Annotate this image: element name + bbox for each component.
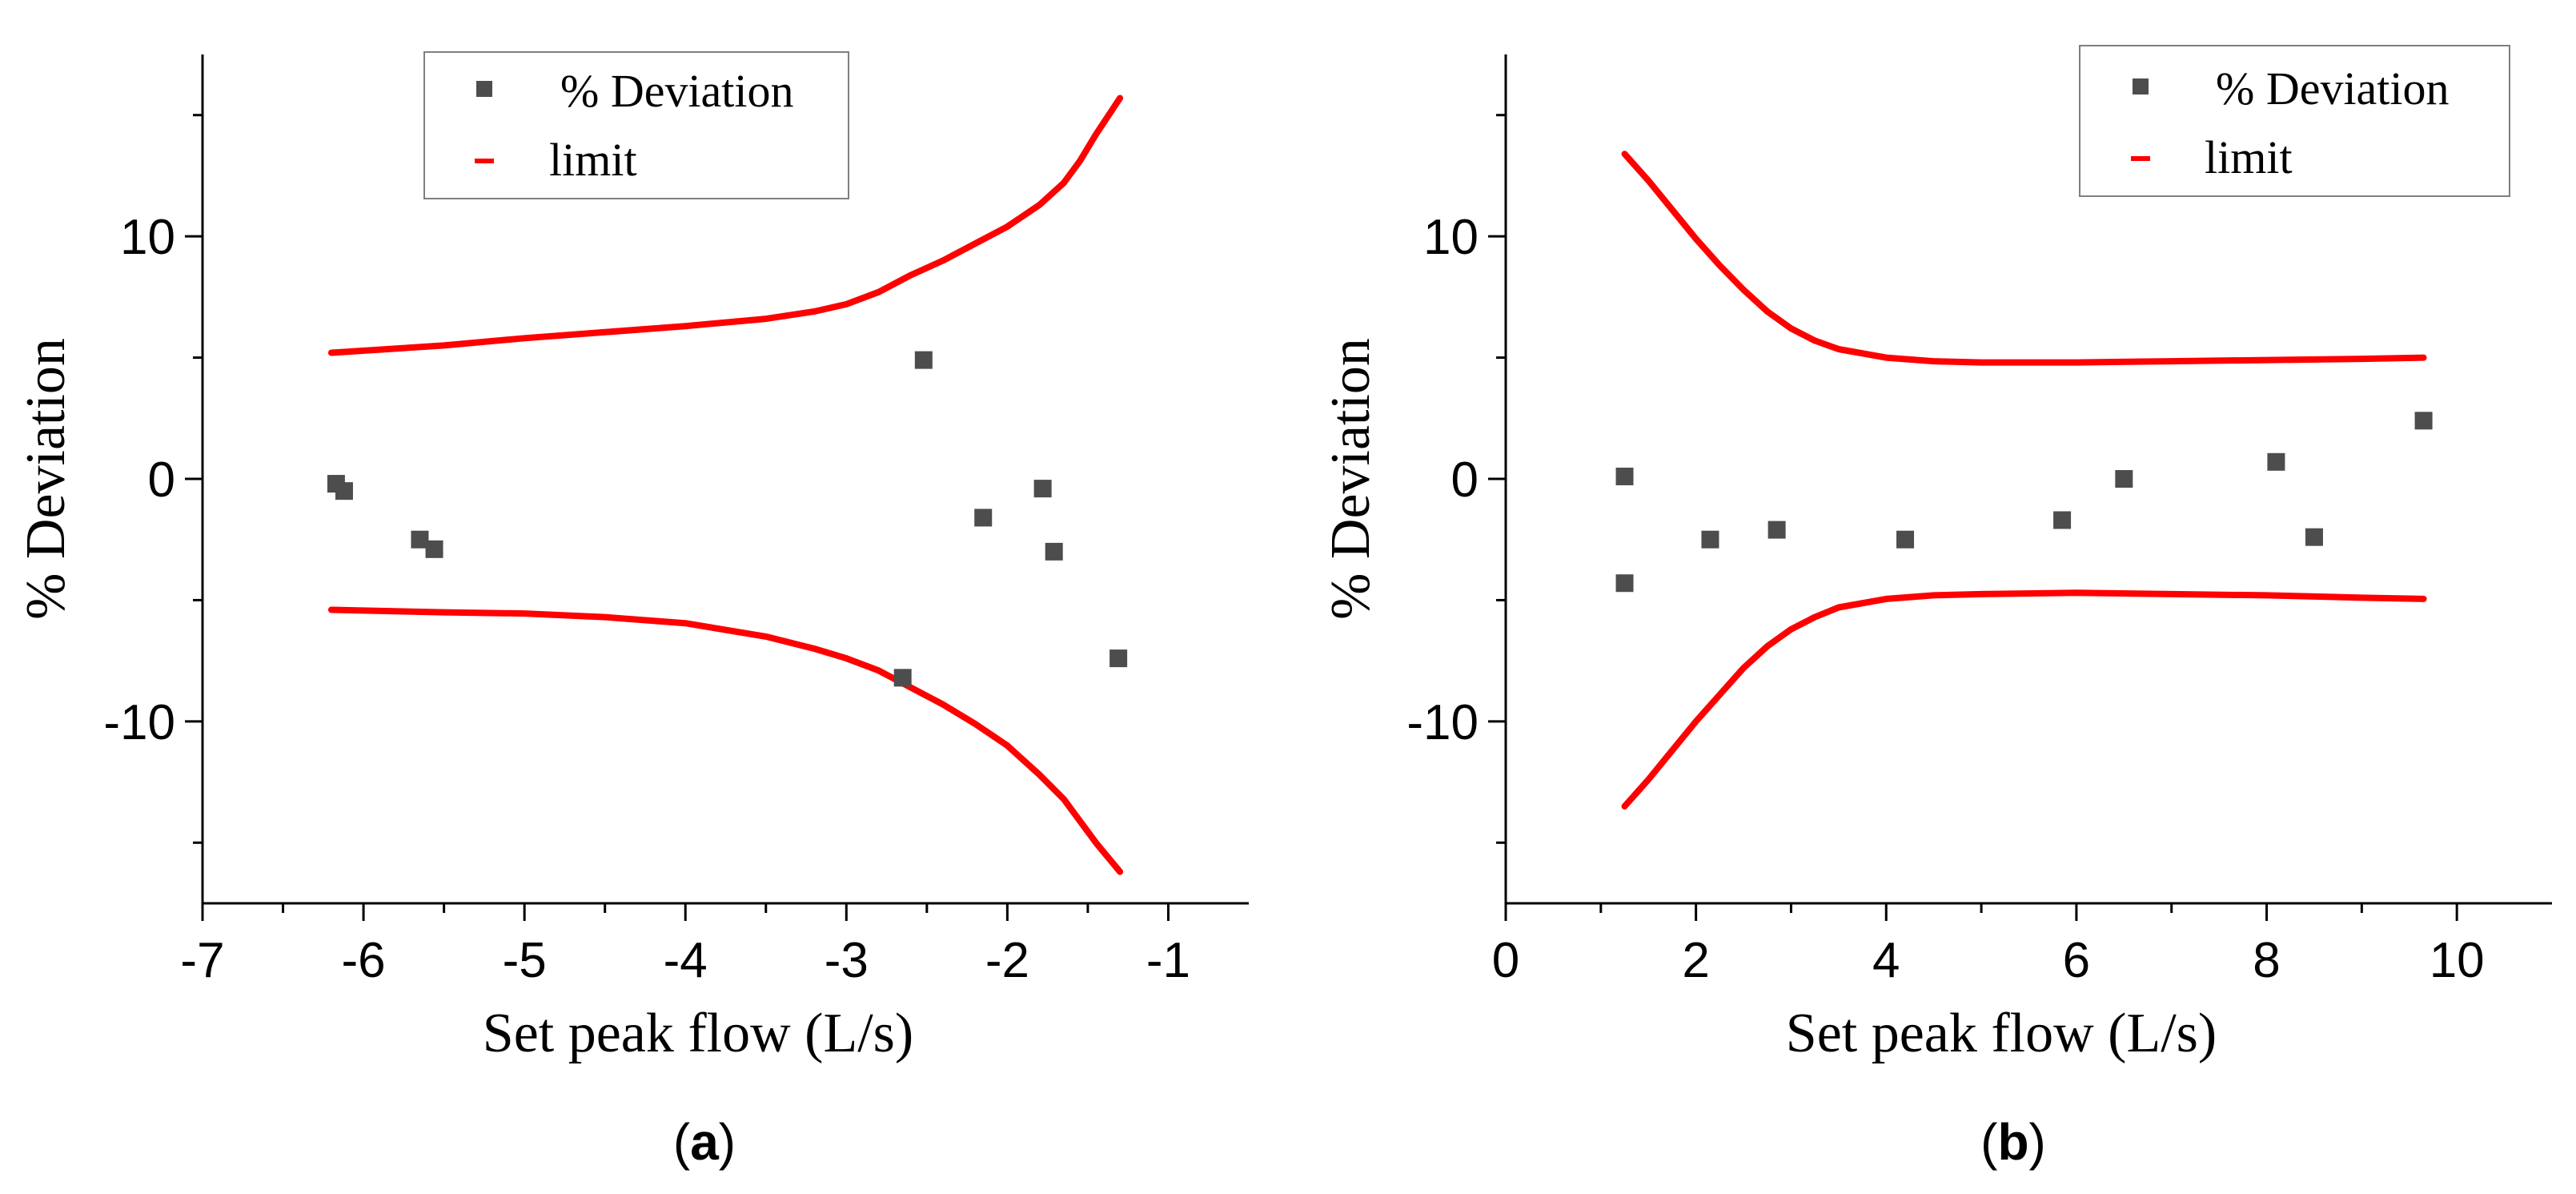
panel-a-y-axis-title: % Deviation	[15, 338, 77, 620]
panel-a-legend: % Deviation limit	[423, 51, 849, 199]
panel-a-x-tick-label: -3	[825, 933, 869, 988]
panel-b-label-letter: b	[1997, 1113, 2028, 1171]
panel-b-legend-scatter-swatch	[2133, 78, 2149, 94]
panel-b-y-tick-label: -10	[1406, 695, 1479, 750]
panel-b-x-tick-label: 2	[1682, 933, 1709, 988]
panel-a-x-tick-label: -2	[985, 933, 1029, 988]
panel-b-deviation-point	[2414, 412, 2433, 430]
panel-a-deviation-point	[974, 509, 993, 527]
panel-a-legend-box	[423, 51, 849, 199]
panel-b-legend-scatter-label: % Deviation	[2216, 62, 2450, 115]
panel-a-x-tick-label: -4	[664, 933, 708, 988]
panel-a-limit-upper-line	[327, 94, 1124, 356]
panel-b-legend-limit-label: limit	[2205, 131, 2293, 183]
panel-a-legend-scatter-label: % Deviation	[560, 65, 794, 117]
panel-a-label-letter: a	[690, 1113, 719, 1171]
panel-b-deviation-point	[2305, 528, 2323, 546]
panel-a-limit-lower-line	[327, 606, 1124, 875]
panel-a-y-tick-label: 10	[120, 210, 175, 265]
panel-a-legend-limit-label: limit	[549, 134, 637, 186]
panel-b-label: (b)	[1980, 1113, 2046, 1171]
panel-a-deviation-point	[411, 530, 429, 549]
panel-a-label: (a)	[673, 1113, 736, 1171]
panel-a-y-tick-label: 0	[148, 452, 175, 508]
panel-b-deviation-point	[1615, 574, 1634, 593]
panel-a-deviation-point	[335, 482, 353, 501]
panel-b-deviation-point	[1701, 530, 1719, 549]
panel-a-x-tick-label: -6	[342, 933, 386, 988]
panel-a-deviation-point	[1045, 542, 1063, 561]
panel-b-deviation-point	[2267, 452, 2285, 471]
panel-a-x-axis-title: Set peak flow (L/s)	[483, 1003, 913, 1064]
panel-b-x-axis-title: Set peak flow (L/s)	[1786, 1003, 2217, 1064]
panel-a-deviation-point	[893, 669, 912, 687]
panel-a-x-tick-label: -1	[1146, 933, 1190, 988]
panel-b-y-axis-title: % Deviation	[1320, 338, 1382, 620]
panel-b-deviation-point	[1615, 467, 1634, 485]
panel-b-deviation-point	[2053, 511, 2072, 529]
panel-b-limit-upper-line	[1621, 151, 2427, 366]
panel-b: 0 2 4 6 8 10 -10 0 10 % Deviation limit Set peak…	[1320, 45, 2552, 1171]
panel-b-legend: % Deviation limit	[2079, 45, 2510, 197]
panel-a-deviation-point	[1109, 649, 1128, 668]
panel-b-axes: 0 2 4 6 8 10 -10 0 10	[1406, 54, 2552, 988]
panel-a-x-tick-label: -5	[503, 933, 547, 988]
panel-a: -7 -6 -5 -4 -3 -2 -1 -10 0 10 % Deviation limit S…	[15, 51, 1249, 1171]
panel-b-limit-lower-line	[1621, 589, 2427, 810]
panel-a-deviation-point	[425, 540, 443, 558]
panel-b-x-tick-label: 6	[2063, 933, 2090, 988]
panel-b-marks	[1615, 151, 2433, 810]
panel-b-deviation-point	[2115, 470, 2133, 488]
panel-b-deviation-point	[1767, 521, 1786, 539]
panel-b-x-tick-label: 0	[1492, 933, 1519, 988]
panel-b-deviation-point	[1896, 530, 1915, 549]
panel-a-y-tick-label: -10	[103, 695, 175, 750]
panel-a-deviation-point	[1033, 480, 1052, 498]
panel-a-deviation-point	[914, 351, 933, 369]
panel-b-legend-box	[2079, 45, 2510, 197]
panel-a-legend-scatter-swatch	[476, 81, 492, 97]
panel-b-x-tick-label: 4	[1872, 933, 1900, 988]
panel-a-x-tick-label: -7	[180, 933, 224, 988]
panel-b-x-tick-label: 8	[2253, 933, 2280, 988]
panel-a-axes: -7 -6 -5 -4 -3 -2 -1 -10 0 10	[103, 54, 1249, 988]
panel-b-x-tick-label: 10	[2430, 933, 2485, 988]
panel-a-marks	[327, 94, 1128, 875]
panel-b-y-tick-label: 10	[1423, 210, 1479, 265]
panel-b-y-tick-label: 0	[1451, 452, 1479, 508]
